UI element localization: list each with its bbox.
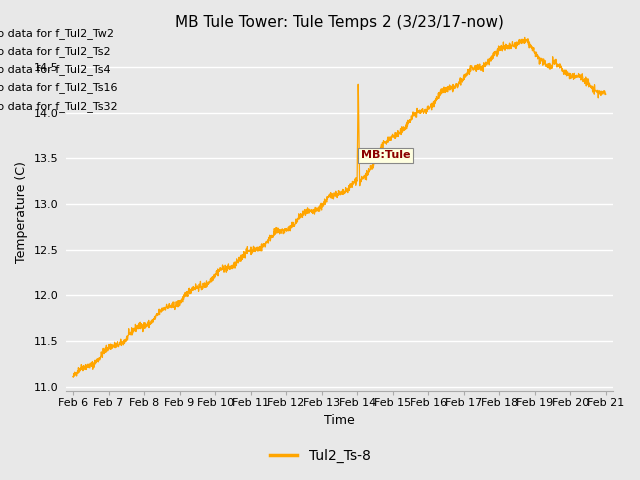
Text: No data for f_Tul2_Tw2: No data for f_Tul2_Tw2 (0, 28, 114, 39)
Y-axis label: Temperature (C): Temperature (C) (15, 161, 28, 263)
Text: MB:Tule: MB:Tule (361, 150, 410, 160)
Legend: Tul2_Ts-8: Tul2_Ts-8 (264, 443, 376, 468)
X-axis label: Time: Time (324, 414, 355, 427)
Text: No data for f_Tul2_Ts4: No data for f_Tul2_Ts4 (0, 64, 111, 75)
Text: No data for f_Tul2_Ts16: No data for f_Tul2_Ts16 (0, 83, 118, 94)
Text: No data for f_Tul2_Ts2: No data for f_Tul2_Ts2 (0, 46, 111, 57)
Title: MB Tule Tower: Tule Temps 2 (3/23/17-now): MB Tule Tower: Tule Temps 2 (3/23/17-now… (175, 15, 504, 30)
Text: No data for f_Tul2_Ts32: No data for f_Tul2_Ts32 (0, 101, 118, 112)
